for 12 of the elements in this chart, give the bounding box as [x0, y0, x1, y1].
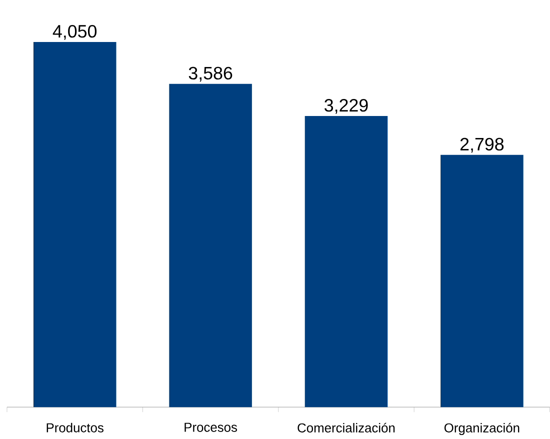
data-label: 2,798	[460, 138, 504, 153]
bar	[169, 84, 252, 408]
data-label: 3,229	[324, 98, 368, 114]
x-tick-label: Productos	[46, 422, 104, 432]
bar	[304, 116, 388, 408]
data-label: 3,586	[188, 66, 232, 82]
x-tick-label: Comercialización	[298, 422, 395, 432]
x-tick-label: Procesos	[184, 422, 238, 432]
data-label: 4,050	[52, 24, 97, 40]
bar	[440, 154, 524, 408]
x-tick-label: Organización	[444, 422, 520, 436]
bar	[33, 42, 116, 408]
